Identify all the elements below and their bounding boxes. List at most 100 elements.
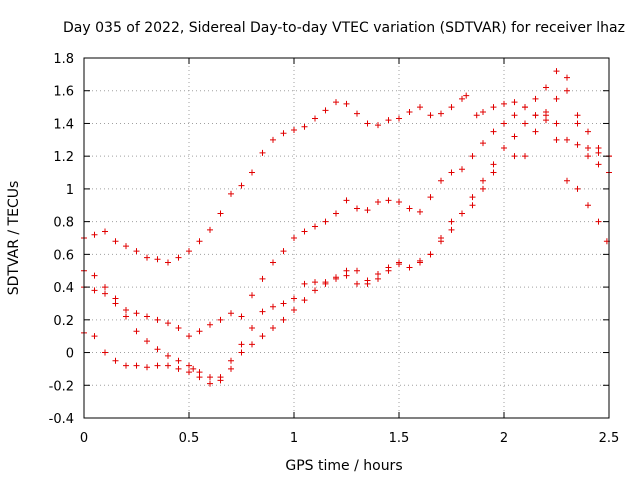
data-point-marker <box>364 277 371 284</box>
data-point-marker <box>228 310 234 317</box>
data-point-marker <box>217 316 224 323</box>
data-point-marker <box>385 117 392 124</box>
data-point-marker <box>154 316 161 323</box>
data-point-marker <box>459 95 465 102</box>
data-point-marker <box>375 122 381 129</box>
data-point-marker <box>553 120 560 127</box>
x-tick-label: 0 <box>80 431 88 446</box>
data-point-marker <box>207 321 213 328</box>
data-point-marker <box>354 110 360 117</box>
data-point-marker <box>543 84 549 91</box>
y-tick-label: 1.8 <box>53 52 74 67</box>
data-point-marker <box>595 145 602 151</box>
data-point-marker <box>396 259 402 266</box>
series-1 <box>81 92 612 266</box>
data-point-marker <box>207 380 213 387</box>
data-point-marker <box>354 267 360 274</box>
data-point-marker <box>448 226 455 233</box>
data-point-marker <box>91 272 98 279</box>
data-point-marker <box>490 169 497 176</box>
data-point-marker <box>238 182 245 189</box>
data-point-marker <box>427 194 434 201</box>
data-point-marker <box>154 362 161 369</box>
data-point-marker <box>459 166 465 173</box>
data-point-marker <box>585 145 591 151</box>
data-point-marker <box>480 185 486 192</box>
data-point-marker <box>186 248 192 255</box>
data-point-marker <box>228 357 234 364</box>
data-point-marker <box>175 325 182 331</box>
x-axis-label: GPS time / hours <box>285 458 402 474</box>
data-point-marker <box>417 208 423 215</box>
data-point-marker <box>553 95 560 102</box>
data-point-marker <box>511 112 518 119</box>
data-point-marker <box>154 346 161 353</box>
data-point-marker <box>522 104 528 111</box>
data-point-marker <box>312 287 318 294</box>
x-tick-label: 2.5 <box>599 431 620 446</box>
data-point-marker <box>102 228 108 235</box>
data-point-marker <box>459 210 465 217</box>
data-point-marker <box>91 287 98 294</box>
data-point-marker <box>448 218 455 225</box>
series-4 <box>81 109 610 384</box>
data-point-marker <box>522 153 528 160</box>
data-point-marker <box>333 274 339 281</box>
data-point-marker <box>375 271 381 277</box>
data-point-marker <box>375 199 381 205</box>
data-point-marker <box>364 207 371 214</box>
data-point-marker <box>595 161 602 168</box>
data-point-marker <box>249 341 255 348</box>
y-axis-label: SDTVAR / TECUs <box>6 181 22 296</box>
data-point-marker <box>406 205 413 212</box>
y-tick-label: 0.6 <box>53 248 74 263</box>
data-point-marker <box>511 153 518 160</box>
data-point-marker <box>190 365 197 372</box>
data-point-marker <box>228 365 234 372</box>
data-point-marker <box>473 112 480 119</box>
y-tick-label: 0.4 <box>53 281 74 296</box>
data-point-marker <box>553 136 560 143</box>
data-point-marker <box>469 153 476 160</box>
data-point-marker <box>249 292 255 299</box>
data-point-marker <box>396 115 402 122</box>
data-point-marker <box>343 272 350 279</box>
data-point-marker <box>448 169 455 176</box>
data-point-marker <box>438 110 444 117</box>
x-tick-label: 1.5 <box>389 431 410 446</box>
data-point-marker <box>354 205 360 212</box>
data-point-marker <box>238 313 245 320</box>
data-point-marker <box>564 136 570 143</box>
data-point-marker <box>154 256 161 263</box>
data-point-marker <box>564 74 570 81</box>
y-tick-label: -0.2 <box>49 379 74 394</box>
data-point-marker <box>322 107 329 114</box>
data-point-marker <box>427 251 434 258</box>
data-point-marker <box>186 333 192 340</box>
data-point-marker <box>259 275 266 282</box>
data-point-marker <box>112 238 119 245</box>
data-point-marker <box>553 68 560 75</box>
chart-title: Day 035 of 2022, Sidereal Day-to-day VTE… <box>63 20 625 36</box>
data-point-marker <box>522 120 528 127</box>
data-point-marker <box>175 365 182 372</box>
data-point-marker <box>291 307 297 313</box>
data-point-marker <box>175 254 182 261</box>
data-point-marker <box>417 257 423 264</box>
data-point-marker <box>438 177 444 184</box>
data-point-marker <box>469 202 476 209</box>
data-point-marker <box>207 226 213 233</box>
data-point-marker <box>312 223 318 230</box>
data-point-marker <box>165 259 171 266</box>
y-tick-label: 1.4 <box>53 117 74 132</box>
data-point-marker <box>480 177 486 184</box>
data-point-marker <box>574 120 581 127</box>
data-point-marker <box>291 235 297 241</box>
data-point-marker <box>249 169 255 176</box>
data-point-marker <box>532 95 539 102</box>
data-point-marker <box>354 280 360 287</box>
y-tick-label: 1.2 <box>53 150 74 165</box>
data-point-marker <box>144 338 150 345</box>
data-point-marker <box>501 100 507 107</box>
data-point-marker <box>333 99 339 106</box>
